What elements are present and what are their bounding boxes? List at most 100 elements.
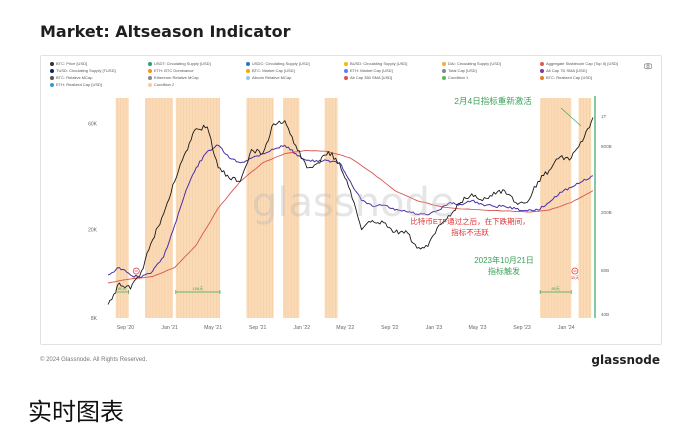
condition-band bbox=[115, 98, 129, 318]
y-right-tick-label: 80B bbox=[601, 268, 609, 273]
y-right-tick-label: 1T bbox=[601, 114, 607, 119]
legend-swatch bbox=[442, 75, 446, 80]
annotation-etf-line2: 指标不活跃 bbox=[451, 227, 489, 237]
legend-item[interactable]: BUSD: Circulating Supply [USD] bbox=[344, 61, 407, 67]
legend-item[interactable]: ETH: Market Cap [USD] bbox=[344, 68, 393, 74]
legend-label: DAI: Circulating Supply [USD] bbox=[448, 61, 501, 66]
legend-item[interactable]: Condition 1 bbox=[442, 75, 468, 81]
camera-icon[interactable] bbox=[644, 63, 652, 69]
y-right-tick-label: 800B bbox=[601, 144, 612, 149]
x-tick-label: Jan '23 bbox=[426, 325, 443, 331]
x-tick-label: Sep '23 bbox=[513, 325, 531, 331]
marker-circle bbox=[132, 267, 140, 275]
legend-item[interactable]: Aggregate Stablecoin Cap (Top 5) [USD] bbox=[540, 61, 618, 67]
annotation-reactivated: 2月4日指标重新激活 bbox=[454, 96, 532, 106]
legend-swatch bbox=[344, 61, 348, 66]
legend-label: Total Cap [USD] bbox=[448, 68, 477, 73]
x-tick-label: Jan '21 bbox=[161, 325, 178, 331]
bracket-label: 106天 bbox=[193, 286, 204, 291]
footer-copyright: © 2024 Glassnode. All Rights Reserved. bbox=[40, 357, 148, 363]
legend-label: Alt Cap 7D SMA [USD] bbox=[546, 68, 587, 73]
legend-item[interactable]: DAI: Circulating Supply [USD] bbox=[442, 61, 501, 67]
y-right-tick-label: 200B bbox=[601, 210, 612, 215]
marker-label: 30天 bbox=[132, 275, 140, 280]
x-tick-label: May '21 bbox=[204, 325, 222, 331]
x-tick-label: May '23 bbox=[468, 325, 486, 331]
y-left-tick-label: 60K bbox=[88, 122, 98, 128]
legend-label: BUSD: Circulating Supply [USD] bbox=[350, 61, 408, 66]
condition-band bbox=[246, 98, 274, 318]
legend-label: TUSD: Circulating Supply [TUSD] bbox=[56, 68, 116, 73]
legend-swatch bbox=[246, 68, 250, 73]
legend-swatch bbox=[442, 61, 446, 66]
legend-item[interactable]: Condition 2 bbox=[148, 82, 174, 88]
legend-item[interactable]: TUSD: Circulating Supply [TUSD] bbox=[50, 68, 116, 74]
legend-item[interactable]: ETH: Realized Cap [USD] bbox=[50, 82, 102, 88]
bracket-label: 80天 bbox=[118, 286, 126, 291]
legend-item[interactable]: Total Cap [USD] bbox=[442, 68, 477, 74]
chart-plot: Sep '20 Jan '21 May '21 Sep '21 Jan '22 May '… bbox=[88, 96, 612, 331]
legend-swatch bbox=[442, 68, 446, 73]
legend-label: ETH: BTC Dominance bbox=[154, 68, 194, 73]
legend-swatch bbox=[50, 68, 54, 73]
caption: 实时图表 bbox=[28, 398, 124, 426]
marker-circle bbox=[571, 267, 579, 275]
footer-brand: glassnode bbox=[591, 353, 660, 367]
series-line-alt-cap-350 bbox=[108, 149, 594, 284]
legend-item[interactable]: Ethereum Relative MCap bbox=[148, 75, 199, 81]
legend-label: USDC: Circulating Supply [USD] bbox=[252, 61, 310, 66]
legend-item[interactable]: ETH: BTC Dominance bbox=[148, 68, 194, 74]
legend-swatch bbox=[148, 75, 152, 80]
x-tick-label: Jan '24 bbox=[558, 325, 575, 331]
legend-label: Altcoin Relative MCap bbox=[252, 75, 292, 80]
legend-swatch bbox=[540, 68, 544, 73]
legend-swatch bbox=[540, 61, 544, 66]
legend-swatch bbox=[540, 75, 544, 80]
legend-label: Alt Cap 350 SMA [USD] bbox=[350, 75, 393, 80]
legend-item[interactable]: Alt Cap 7D SMA [USD] bbox=[540, 68, 587, 74]
y-left-tick-label: 20K bbox=[88, 228, 98, 234]
x-tick-label: Jan '22 bbox=[294, 325, 311, 331]
legend-item[interactable]: Alt Cap 350 SMA [USD] bbox=[344, 75, 392, 81]
series-line-btc-price bbox=[107, 117, 594, 305]
legend-item[interactable]: BTC: Price [USD] bbox=[50, 61, 87, 67]
legend-swatch bbox=[50, 61, 54, 66]
annotation-etf-line1: 比特币ETF通过之后，在下跌期间， bbox=[410, 216, 529, 226]
annotation-trigger-text: 指标触发 bbox=[488, 266, 520, 276]
legend-label: BTC: Price [USD] bbox=[56, 61, 88, 66]
legend-swatch bbox=[148, 61, 152, 66]
annotation-trigger-date: 2023年10月21日 bbox=[474, 255, 534, 265]
legend-label: ETH: Realized Cap [USD] bbox=[56, 82, 103, 87]
legend-label: Condition 1 bbox=[448, 75, 469, 80]
legend-label: Aggregate Stablecoin Cap (Top 5) [USD] bbox=[546, 61, 619, 66]
legend-item[interactable]: BTC: Relative MCap bbox=[50, 75, 92, 81]
y-left-tick-label: 8K bbox=[91, 316, 98, 322]
x-tick-label: Sep '21 bbox=[249, 325, 267, 331]
legend-label: ETH: Market Cap [USD] bbox=[350, 68, 393, 73]
page-title: Market: Altseason Indicator bbox=[40, 22, 291, 41]
annotation-arrow bbox=[560, 107, 582, 127]
legend-label: USDT: Circulating Supply [USD] bbox=[154, 61, 211, 66]
x-tick-label: May '22 bbox=[336, 325, 354, 331]
legend-item[interactable]: USDT: Circulating Supply [USD] bbox=[148, 61, 211, 67]
legend-swatch bbox=[148, 82, 152, 87]
legend-label: Ethereum Relative MCap bbox=[154, 75, 199, 80]
legend-item[interactable]: BTC: Market Cap [USD] bbox=[246, 68, 295, 74]
legend-swatch bbox=[246, 61, 250, 66]
legend-swatch bbox=[148, 68, 152, 73]
legend-item[interactable]: BTC: Realized Cap [USD] bbox=[540, 75, 592, 81]
legend-swatch bbox=[50, 75, 54, 80]
legend-swatch bbox=[344, 68, 348, 73]
chart-panel: BTC: Price [USD] USDT: Circulating Supply… bbox=[40, 55, 662, 345]
marker-label: 35天 bbox=[571, 275, 579, 280]
x-tick-label: Sep '20 bbox=[117, 325, 135, 331]
legend-label: BTC: Realized Cap [USD] bbox=[546, 75, 593, 80]
series-line-alt-cap-7d bbox=[107, 144, 594, 278]
legend-swatch bbox=[50, 82, 54, 87]
x-tick-label: Sep '22 bbox=[381, 325, 399, 331]
legend-item[interactable]: Altcoin Relative MCap bbox=[246, 75, 291, 81]
legend-label: BTC: Relative MCap bbox=[56, 75, 93, 80]
legend-item[interactable]: USDC: Circulating Supply [USD] bbox=[246, 61, 310, 67]
legend-swatch bbox=[246, 75, 250, 80]
legend-label: Condition 2 bbox=[154, 82, 175, 87]
